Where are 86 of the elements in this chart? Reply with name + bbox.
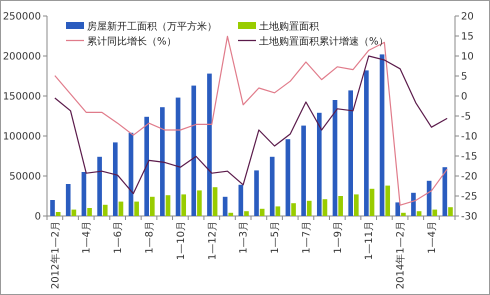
bar [222,196,228,216]
y2-tick-label: 5 [461,72,468,82]
y2-tick-label: 20 [461,12,474,22]
x-tick-label: 1—10月 [176,221,187,260]
y-tick-label: 150000 [2,92,41,102]
bar [270,156,275,216]
x-tick-label: 1—5月 [270,221,282,254]
y2-tick-label: 15 [461,32,474,42]
x-tick-label: 1—7月 [301,221,312,254]
bar [72,210,76,216]
bar [181,194,186,216]
y2-tick-label: -20 [461,172,478,182]
y-tick-label: 0 [34,212,41,222]
legend-label: 土地购置面积累计增速（%） [259,36,389,48]
y2-tick-label: 0 [461,92,468,102]
x-tick-label: 1—6月 [113,221,124,254]
bar [56,212,60,216]
bar [144,116,149,216]
x-tick-label: 1—3月 [238,221,250,254]
bar [112,142,118,216]
bar [87,208,92,216]
bar [118,202,124,216]
bar [276,206,280,216]
y2-tick-label: -15 [461,152,478,162]
bar [102,204,108,216]
bar [260,208,264,216]
x-tick-label: 1—8月 [144,221,156,254]
bar [301,126,306,216]
y2-tick-label: -30 [461,212,478,222]
x-tick-label: 1—12月 [207,221,218,260]
bar [286,139,290,216]
bar [395,202,400,216]
x-tick-label: 1—4月 [426,221,438,254]
bar [338,196,343,216]
x-tick-label: 1—4月 [82,221,93,254]
bar [160,107,165,216]
bar [50,200,55,216]
bar [212,187,218,216]
bar [166,195,170,216]
bar [332,100,338,216]
y2-tick-label: -10 [461,132,478,142]
bar [364,70,369,216]
bar [97,156,102,216]
bar [370,188,374,216]
bar [448,207,453,216]
bar [291,203,296,216]
bar [380,54,384,216]
bar [401,212,406,216]
bar [306,200,312,216]
y2-tick-label: -25 [461,192,478,202]
bar [442,167,448,216]
legend-label: 房屋新开工面积（万平方米） [87,20,217,32]
bar [316,112,322,216]
bar [426,180,432,216]
x-tick-label: 1—11月 [364,221,376,260]
bar [207,74,212,216]
bar [322,199,328,216]
y-tick-label: 50000 [9,172,41,182]
y-tick-label: 100000 [2,132,41,142]
bar [238,184,244,216]
bar [254,170,259,216]
y-tick-label: 250000 [2,12,41,22]
bar [197,190,202,216]
x-tick-label: 2014年1—2月 [394,221,407,290]
bar [432,210,438,216]
bar [244,211,249,216]
bar [348,90,353,216]
bar [176,98,180,216]
x-tick-label: 1—9月 [332,221,344,254]
bar [82,172,86,216]
bar [191,86,196,216]
bar [134,202,139,216]
bar [385,186,390,216]
bar [66,184,71,216]
legend-label: 土地购置面积 [259,20,319,32]
bar [228,212,234,216]
legend-label: 累计同比增长（%） [87,36,177,48]
x-tick-label: 2012年1—2月 [49,221,62,290]
bar [354,194,359,216]
bar [150,196,155,216]
bar [416,211,422,216]
y2-tick-label: -5 [461,112,471,122]
y2-tick-label: 10 [461,52,474,62]
bar [411,192,416,216]
y-tick-label: 200000 [2,52,41,62]
bar [128,132,134,216]
